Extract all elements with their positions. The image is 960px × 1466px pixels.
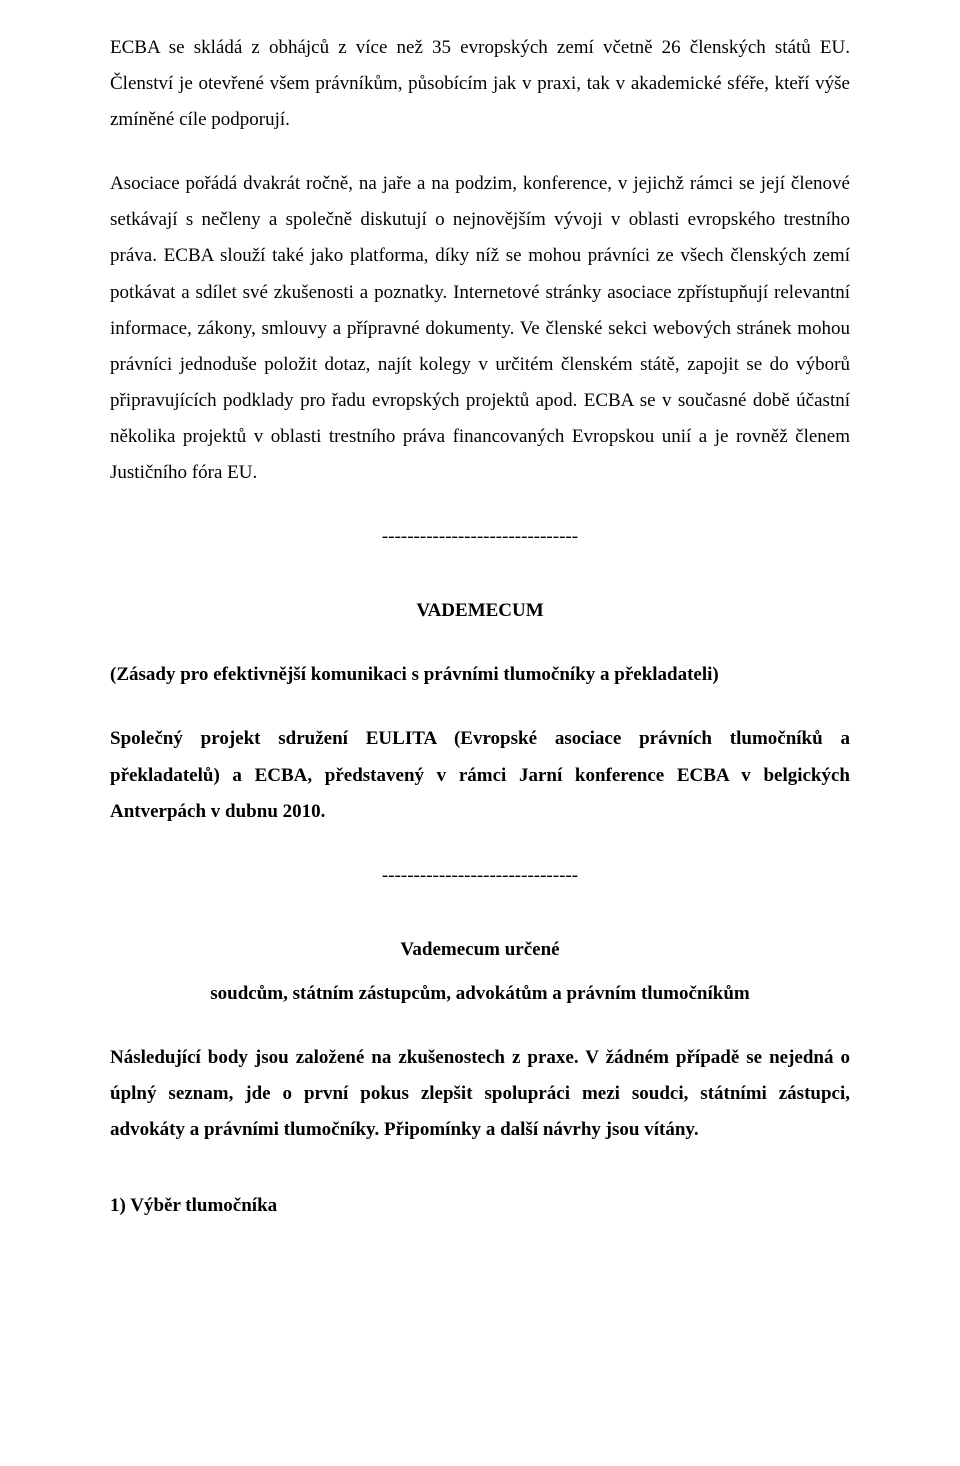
document-page: ECBA se skládá z obhájců z více než 35 e… — [0, 0, 960, 1466]
divider-2: ------------------------------- — [110, 858, 850, 894]
divider-1: ------------------------------- — [110, 519, 850, 555]
paragraph-intro-1: ECBA se skládá z obhájců z více než 35 e… — [110, 30, 850, 138]
subtitle-principles: (Zásady pro efektivnější komunikaci s pr… — [110, 657, 850, 693]
paragraph-intro-2: Asociace pořádá dvakrát ročně, na jaře a… — [110, 166, 850, 491]
section-1-heading: 1) Výběr tlumočníka — [110, 1188, 850, 1224]
heading-audience-line2: soudcům, státním zástupcům, advokátům a … — [110, 976, 850, 1012]
heading-vademecum: VADEMECUM — [110, 593, 850, 629]
paragraph-note: Následující body jsou založené na zkušen… — [110, 1040, 850, 1148]
paragraph-project: Společný projekt sdružení EULITA (Evrops… — [110, 721, 850, 829]
heading-audience-line1: Vademecum určené — [110, 932, 850, 968]
